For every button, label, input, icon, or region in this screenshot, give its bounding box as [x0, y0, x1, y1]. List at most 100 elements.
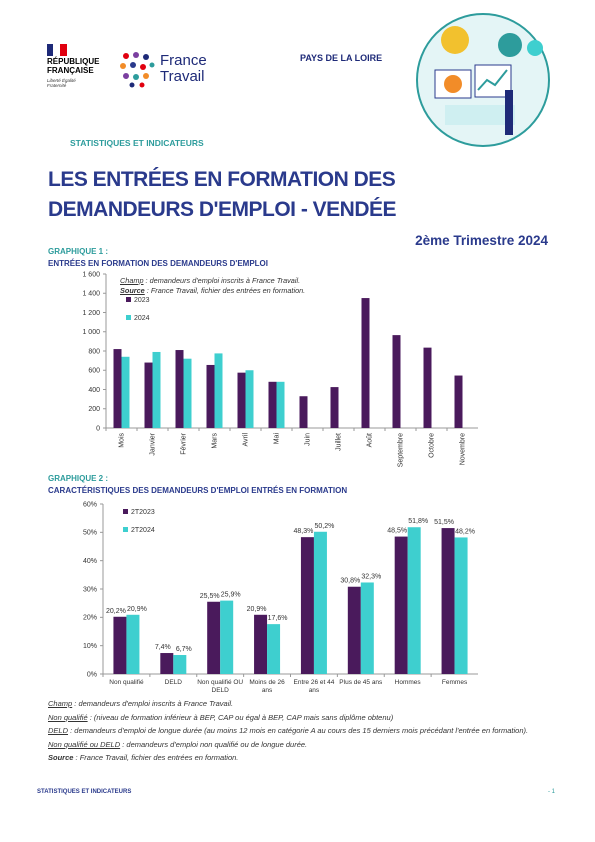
value-label: 48,2%	[455, 528, 475, 535]
value-label: 6,7%	[176, 646, 192, 653]
region: PAYS DE LA LOIRE	[300, 53, 383, 63]
x-tick-label: Moins de 26 ans	[249, 679, 285, 694]
note-text: : demandeurs d'emploi non qualifié ou de…	[120, 739, 308, 749]
y-tick-label: 50%	[83, 530, 97, 537]
value-label: 48,3%	[294, 528, 314, 535]
x-tick-label-box: DELD	[164, 679, 182, 686]
note-term: Champ	[48, 699, 73, 708]
x-tick-label: Mai	[274, 433, 281, 445]
bar	[113, 349, 122, 428]
x-tick-label: DELD	[164, 679, 182, 686]
value-label: 20,9%	[127, 606, 147, 613]
bar	[313, 531, 327, 674]
note-text: : France Travail, fichier des entrées en…	[73, 753, 239, 762]
legend-label: 2T2024	[131, 527, 155, 534]
bar	[121, 356, 130, 428]
ann-text: : demandeurs d'emploi inscrits à France …	[143, 276, 301, 285]
bar	[160, 653, 174, 674]
bar	[407, 527, 421, 674]
motto: Liberté Égalité Fraternité	[47, 78, 76, 88]
bar	[300, 537, 314, 674]
y-tick-label: 60%	[83, 501, 97, 508]
bar	[175, 350, 184, 428]
x-tick-label-box: Femmes	[441, 679, 468, 686]
value-label: 32,3%	[361, 573, 381, 580]
value-label: 17,6%	[268, 615, 288, 622]
x-tick-label: Femmes	[441, 679, 468, 686]
note-text: : demandeurs d'emploi inscrits à France …	[72, 699, 234, 708]
legend-label: 2024	[134, 315, 150, 322]
ann-term: Champ	[120, 276, 144, 285]
note-text: : demandeurs d'emploi de longue durée (a…	[68, 726, 529, 735]
value-label: 25,9%	[221, 592, 241, 599]
bar	[220, 600, 234, 674]
bar	[392, 335, 401, 428]
y-tick-label: 400	[88, 387, 100, 394]
value-label: 51,5%	[434, 519, 454, 526]
x-tick-label-box: Hommes	[395, 679, 421, 686]
x-tick-label: Juin	[305, 433, 312, 446]
note-term: DELD	[48, 726, 69, 735]
x-tick-label: Août	[367, 433, 374, 447]
y-tick-label: 20%	[83, 615, 97, 622]
brand: France Travail	[160, 52, 207, 85]
x-tick-label-box: Plus de 45 ans	[339, 679, 383, 686]
ann-term: Source	[120, 286, 145, 295]
bar	[214, 353, 223, 428]
y-tick-label: 30%	[83, 586, 97, 593]
logo	[120, 52, 155, 88]
x-tick-label-box: Non qualifié OU DELD	[197, 679, 243, 694]
chart-annotations: Champ : demandeurs d'emploi inscrits à F…	[120, 276, 305, 296]
bar	[254, 614, 268, 674]
section: STATISTIQUES ET INDICATEURS	[70, 138, 204, 148]
value-label: 30,8%	[340, 578, 360, 585]
bar	[360, 582, 374, 674]
bar	[206, 364, 215, 428]
graph-title: CARACTÉRISTIQUES DES DEMANDEURS D'EMPLOI…	[48, 486, 348, 495]
x-tick-label: Janvier	[150, 432, 157, 455]
legend-swatch	[123, 527, 128, 532]
note-term: Non qualifié ou DELD	[48, 739, 121, 749]
x-tick-label: Plus de 45 ans	[339, 679, 383, 686]
bar	[454, 537, 468, 674]
y-tick-label: 1 600	[82, 271, 100, 278]
y-tick-label: 600	[88, 368, 100, 375]
bar	[423, 347, 432, 428]
value-label: 48,5%	[387, 528, 407, 535]
illustration	[416, 13, 550, 147]
bar	[441, 528, 455, 674]
value-label: 7,4%	[155, 644, 171, 651]
y-tick-label: 200	[88, 406, 100, 413]
y-tick-label: 1 200	[82, 310, 100, 317]
republic: RÉPUBLIQUE FRANÇAISE	[47, 57, 100, 75]
note-term: Non qualifié	[48, 712, 88, 722]
value-label: 20,2%	[106, 608, 126, 615]
value-label: 50,2%	[315, 523, 335, 530]
footer: STATISTIQUES ET INDICATEURS	[37, 789, 132, 795]
y-tick-label: 0	[96, 425, 100, 432]
ann-text: : France Travail, fichier des entrées en…	[144, 286, 306, 295]
x-tick-label: Non qualifié	[109, 679, 144, 686]
bar	[330, 387, 339, 428]
graph-title: ENTRÉES EN FORMATION DES DEMANDEURS D'EM…	[48, 259, 268, 268]
title: LES ENTRÉES EN FORMATION DES DEMANDEURS …	[48, 168, 397, 221]
note-term: Source	[48, 753, 74, 762]
notes: Champ : demandeurs d'emploi inscrits à F…	[48, 699, 548, 767]
legend-label: 2023	[134, 297, 150, 304]
x-tick-label: Février	[181, 432, 188, 454]
bar	[173, 655, 187, 674]
x-tick-label: Septembre	[398, 433, 405, 467]
period: 2ème Trimestre 2024	[415, 233, 548, 248]
x-tick-label: Mois	[119, 433, 126, 448]
page-number: - 1	[547, 789, 555, 795]
y-tick-label: 0%	[87, 671, 97, 678]
x-tick-label-box: Non qualifié	[109, 679, 144, 686]
bar	[207, 601, 221, 674]
y-tick-label: 1 400	[82, 291, 100, 298]
x-tick-label: Novembre	[460, 433, 467, 465]
value-label: 25,5%	[200, 593, 220, 600]
x-tick-label-box: Entre 26 et 44 ans	[294, 679, 335, 694]
y-tick-label: 10%	[83, 643, 97, 650]
